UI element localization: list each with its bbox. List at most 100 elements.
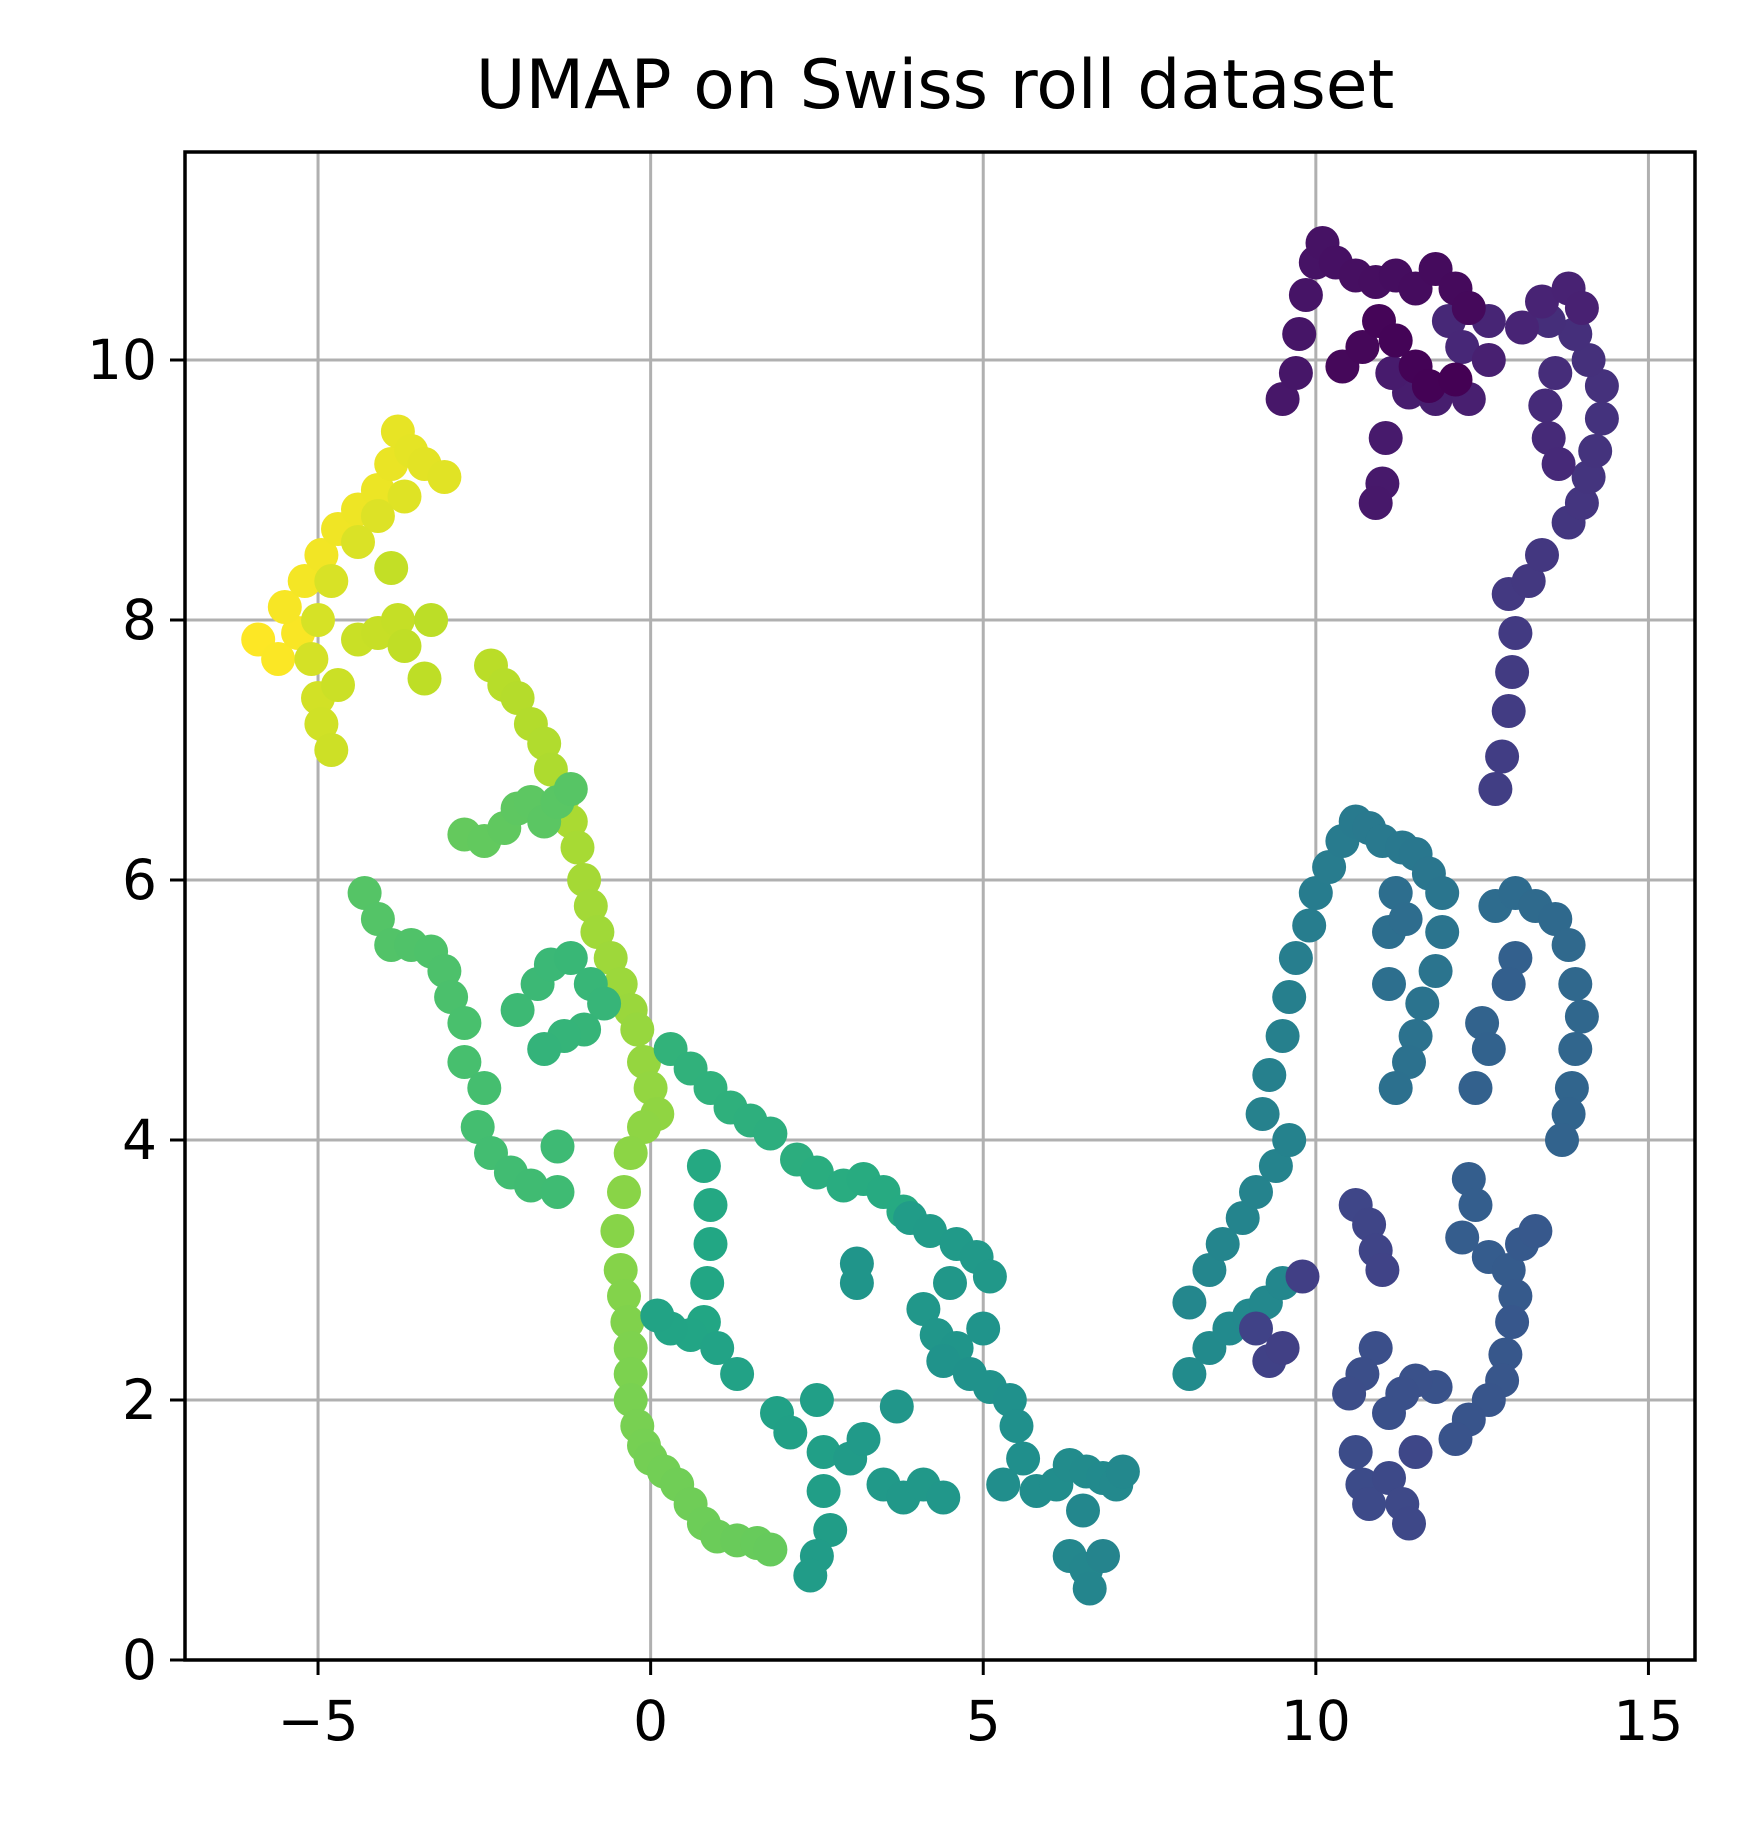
data-point bbox=[287, 564, 322, 598]
data-point bbox=[627, 1110, 661, 1144]
data-point bbox=[1425, 876, 1460, 910]
data-point bbox=[314, 564, 349, 598]
data-point bbox=[500, 993, 535, 1027]
data-point bbox=[304, 707, 339, 741]
data-point bbox=[1358, 486, 1393, 520]
data-point bbox=[1378, 323, 1413, 358]
data-point bbox=[1445, 1220, 1480, 1255]
data-point bbox=[1345, 330, 1380, 364]
data-point bbox=[447, 1045, 482, 1079]
x-tick-label: 5 bbox=[966, 1689, 1001, 1753]
data-point bbox=[640, 1298, 675, 1333]
data-point bbox=[700, 1331, 735, 1365]
data-point bbox=[1564, 291, 1599, 325]
data-point bbox=[1511, 564, 1546, 598]
data-point bbox=[1545, 1123, 1579, 1157]
data-point bbox=[321, 668, 355, 702]
data-point bbox=[753, 1532, 788, 1567]
data-point bbox=[620, 1012, 655, 1047]
data-point bbox=[1558, 317, 1593, 351]
data-point bbox=[1245, 1097, 1280, 1131]
data-point bbox=[294, 642, 329, 676]
data-point bbox=[1278, 941, 1313, 975]
data-point bbox=[1471, 343, 1506, 377]
data-point bbox=[906, 1292, 941, 1326]
data-point bbox=[1378, 876, 1413, 910]
data-point bbox=[1491, 1253, 1526, 1287]
data-point bbox=[1451, 291, 1486, 325]
data-point bbox=[753, 1116, 788, 1151]
data-point bbox=[686, 1149, 721, 1183]
data-point bbox=[1285, 1259, 1320, 1294]
data-point bbox=[1338, 1435, 1373, 1469]
data-point bbox=[613, 1357, 648, 1391]
data-point bbox=[1288, 278, 1323, 312]
data-point bbox=[1571, 343, 1606, 377]
data-point bbox=[1438, 1422, 1473, 1456]
data-point bbox=[301, 603, 335, 637]
data-point bbox=[553, 941, 588, 975]
data-point bbox=[1258, 1149, 1293, 1183]
data-point bbox=[1352, 1487, 1387, 1521]
data-point bbox=[460, 1110, 495, 1144]
data-point bbox=[1584, 369, 1619, 403]
data-point bbox=[627, 1045, 661, 1079]
chart-title: UMAP on Swiss roll dataset bbox=[476, 46, 1395, 125]
data-point bbox=[1392, 1506, 1426, 1541]
data-point bbox=[467, 1071, 502, 1105]
y-tick-label: 6 bbox=[122, 848, 157, 912]
data-point bbox=[587, 986, 622, 1021]
data-point bbox=[1495, 1305, 1530, 1339]
data-point bbox=[1491, 694, 1526, 728]
y-tick-label: 10 bbox=[87, 328, 157, 392]
data-point bbox=[1451, 1162, 1486, 1196]
data-point bbox=[374, 551, 409, 585]
data-point bbox=[1292, 908, 1327, 943]
data-point bbox=[1478, 772, 1513, 806]
data-point bbox=[1518, 1214, 1553, 1248]
data-point bbox=[846, 1422, 881, 1456]
data-point bbox=[1265, 1019, 1300, 1053]
data-point bbox=[414, 603, 449, 637]
data-point bbox=[1525, 284, 1559, 319]
data-point bbox=[1398, 1435, 1433, 1469]
data-point bbox=[1086, 1539, 1120, 1573]
data-point bbox=[1272, 1123, 1307, 1157]
data-point bbox=[513, 1168, 548, 1203]
data-point bbox=[926, 1344, 961, 1378]
data-point bbox=[613, 1136, 648, 1170]
data-point bbox=[553, 772, 588, 806]
data-point bbox=[839, 1246, 874, 1281]
data-point bbox=[1498, 616, 1533, 650]
data-point bbox=[1072, 1571, 1107, 1606]
data-point bbox=[799, 1155, 834, 1190]
data-point bbox=[261, 642, 296, 676]
data-point bbox=[1571, 460, 1606, 494]
data-point bbox=[1105, 1454, 1140, 1489]
data-point bbox=[1498, 941, 1533, 975]
data-point bbox=[304, 538, 339, 572]
data-point bbox=[913, 1214, 947, 1248]
data-point bbox=[1471, 1032, 1506, 1066]
data-point bbox=[1445, 330, 1480, 364]
data-point bbox=[1392, 1045, 1426, 1079]
data-point bbox=[387, 479, 422, 514]
data-point bbox=[1272, 980, 1307, 1014]
data-point bbox=[1066, 1493, 1100, 1528]
data-point bbox=[1282, 317, 1317, 351]
data-point bbox=[806, 1435, 841, 1469]
data-point bbox=[1372, 1461, 1406, 1495]
data-point bbox=[1525, 538, 1559, 572]
data-point bbox=[1551, 1097, 1586, 1131]
data-point bbox=[1172, 1285, 1207, 1320]
data-point bbox=[610, 1305, 645, 1339]
data-point bbox=[1372, 1396, 1406, 1430]
data-point bbox=[1388, 902, 1423, 936]
data-point bbox=[633, 1071, 668, 1105]
data-point bbox=[540, 1175, 575, 1209]
data-points bbox=[241, 226, 1619, 1606]
data-point bbox=[527, 726, 562, 761]
data-point bbox=[600, 1214, 635, 1248]
data-point bbox=[1358, 1331, 1393, 1365]
